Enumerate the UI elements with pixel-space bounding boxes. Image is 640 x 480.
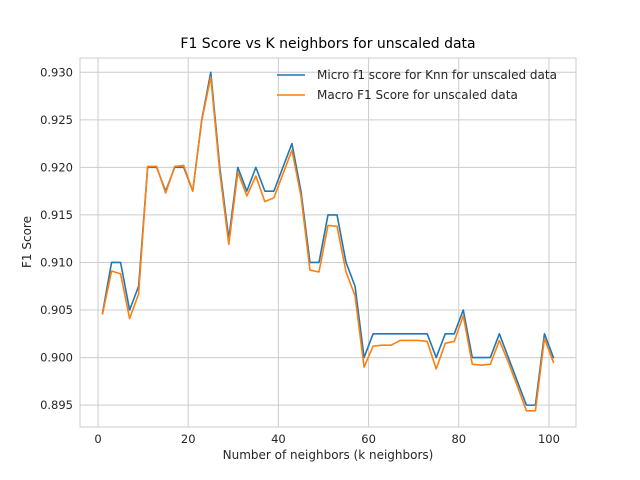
- y-tick-label: 0.895: [40, 398, 73, 412]
- y-axis-ticks: 0.895 0.900 0.905 0.910 0.915 0.920 0.925 0.930: [40, 65, 73, 412]
- y-tick-label: 0.920: [40, 160, 73, 174]
- x-tick-label: 40: [271, 432, 286, 446]
- series-layer: [101, 71, 555, 412]
- chart-title: F1 Score vs K neighbors for unscaled dat…: [180, 36, 475, 52]
- plot-area: [80, 58, 576, 427]
- x-tick-label: 80: [451, 432, 466, 446]
- y-tick-label: 0.905: [40, 303, 73, 317]
- x-tick-label: 60: [361, 432, 376, 446]
- y-tick-label: 0.930: [40, 65, 73, 79]
- legend-label-2: Macro F1 Score for unscaled data: [317, 88, 518, 102]
- y-tick-label: 0.910: [40, 255, 73, 269]
- legend: Micro f1 score for Knn for unscaled data…: [277, 68, 557, 102]
- y-tick-label: 0.915: [40, 208, 73, 222]
- y-axis-title: F1 Score: [20, 216, 34, 268]
- x-tick-label: 0: [94, 432, 101, 446]
- y-tick-label: 0.900: [40, 351, 73, 365]
- x-axis-title: Number of neighbors (k neighbors): [223, 448, 434, 462]
- x-tick-label: 20: [181, 432, 196, 446]
- y-tick-label: 0.925: [40, 113, 73, 127]
- plot-frame: [79, 57, 577, 428]
- x-axis-ticks: 0 20 40 60 80 100: [94, 432, 560, 446]
- legend-label-1: Micro f1 score for Knn for unscaled data: [317, 68, 557, 82]
- series-line-1: [101, 71, 555, 406]
- series-line-2: [101, 76, 555, 412]
- x-tick-label: 100: [538, 432, 560, 446]
